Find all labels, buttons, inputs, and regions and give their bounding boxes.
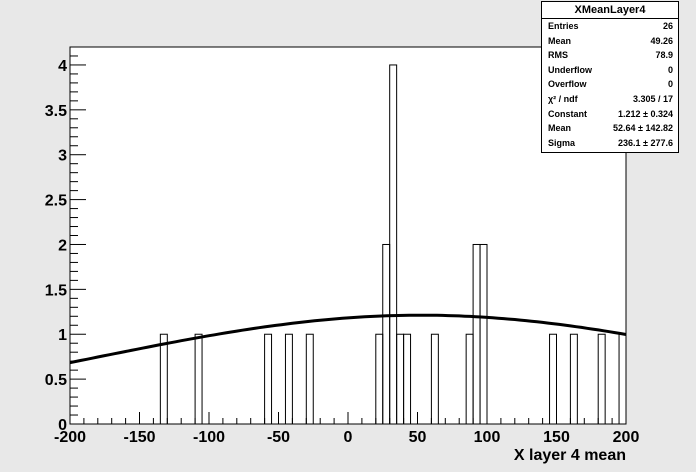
histogram-bar [159, 333, 168, 425]
stats-row: Underflow 0 [542, 63, 678, 78]
stats-row: Overflow 0 [542, 77, 678, 92]
x-tick-label: 100 [474, 429, 501, 446]
stats-value: 49.26 [650, 35, 673, 46]
plot-frame [69, 46, 627, 425]
stats-value: 236.1 ± 277.6 [618, 137, 673, 148]
y-tick-label: 0.5 [45, 372, 67, 389]
histogram-bar [549, 333, 557, 425]
histogram-bar [597, 333, 606, 425]
gaussian-fit-curve [69, 313, 627, 365]
stats-label: Sigma [548, 137, 576, 148]
stats-row: Mean 49.26 [542, 34, 678, 49]
stats-value: 78.9 [655, 50, 673, 61]
y-tick-label: 0 [58, 417, 67, 434]
x-tick-label: -50 [267, 429, 290, 446]
axis-ticks [69, 46, 627, 425]
x-tick-label: 50 [409, 429, 427, 446]
stats-row: Constant 1.212 ± 0.324 [542, 107, 678, 122]
histogram-bar [569, 333, 578, 425]
histogram-bar [479, 243, 488, 425]
stats-row: Entries 26 [542, 19, 678, 34]
stats-label: Mean [548, 123, 572, 134]
stats-label: RMS [548, 50, 568, 61]
stats-label: Underflow [548, 64, 592, 75]
stats-label: Constant [548, 108, 587, 119]
stats-value: 52.64 ± 142.82 [613, 123, 673, 134]
stats-row: Mean 52.64 ± 142.82 [542, 121, 678, 136]
stats-value: 1.212 ± 0.324 [618, 108, 673, 119]
x-axis-label: X layer 4 mean [514, 447, 626, 464]
y-tick-label: 1.5 [45, 282, 67, 299]
stats-label: Entries [548, 21, 579, 31]
stats-row: χ² / ndf 3.305 / 17 [542, 92, 678, 107]
stats-row: RMS 78.9 [542, 48, 678, 63]
y-tick-label: 1 [58, 327, 67, 344]
histogram-bar [389, 64, 398, 425]
stats-label: χ² / ndf [548, 93, 578, 104]
histogram-bar [305, 333, 314, 425]
histogram-bar [194, 333, 203, 425]
stats-value: 26 [662, 21, 673, 31]
axis-tick-labels: -200 -150 -100 -50 0 50 100 150 200 0 0.5 1 1.5 2 2.5 3… [45, 58, 640, 446]
y-tick-label: 2.5 [45, 193, 67, 210]
stats-row: Sigma 236.1 ± 277.6 [542, 136, 678, 151]
y-tick-label: 3 [58, 148, 67, 165]
stats-box: XMeanLayer4 Entries 26 Mean 49.26 RMS 78.9 Und… [541, 1, 679, 153]
stats-label: Mean [548, 35, 572, 46]
stats-value: 0 [667, 64, 673, 75]
x-tick-label: 200 [613, 429, 640, 446]
x-tick-label: 0 [344, 429, 353, 446]
x-tick-label: 150 [543, 429, 570, 446]
histogram-bars [159, 64, 627, 425]
y-tick-label: 3.5 [45, 103, 67, 120]
histogram-bar [264, 333, 273, 425]
x-tick-label: -150 [123, 429, 155, 446]
stats-title: XMeanLayer4 [542, 2, 678, 19]
stats-value: 3.305 / 17 [632, 93, 673, 104]
histogram-bar [284, 333, 293, 425]
y-tick-label: 4 [58, 58, 67, 75]
histogram-bar [403, 333, 412, 425]
stats-label: Overflow [548, 79, 587, 90]
stats-value: 0 [667, 79, 673, 90]
histogram-bar [430, 333, 439, 425]
x-tick-label: -200 [54, 429, 86, 446]
y-tick-label: 2 [58, 237, 67, 254]
x-tick-label: -100 [193, 429, 225, 446]
